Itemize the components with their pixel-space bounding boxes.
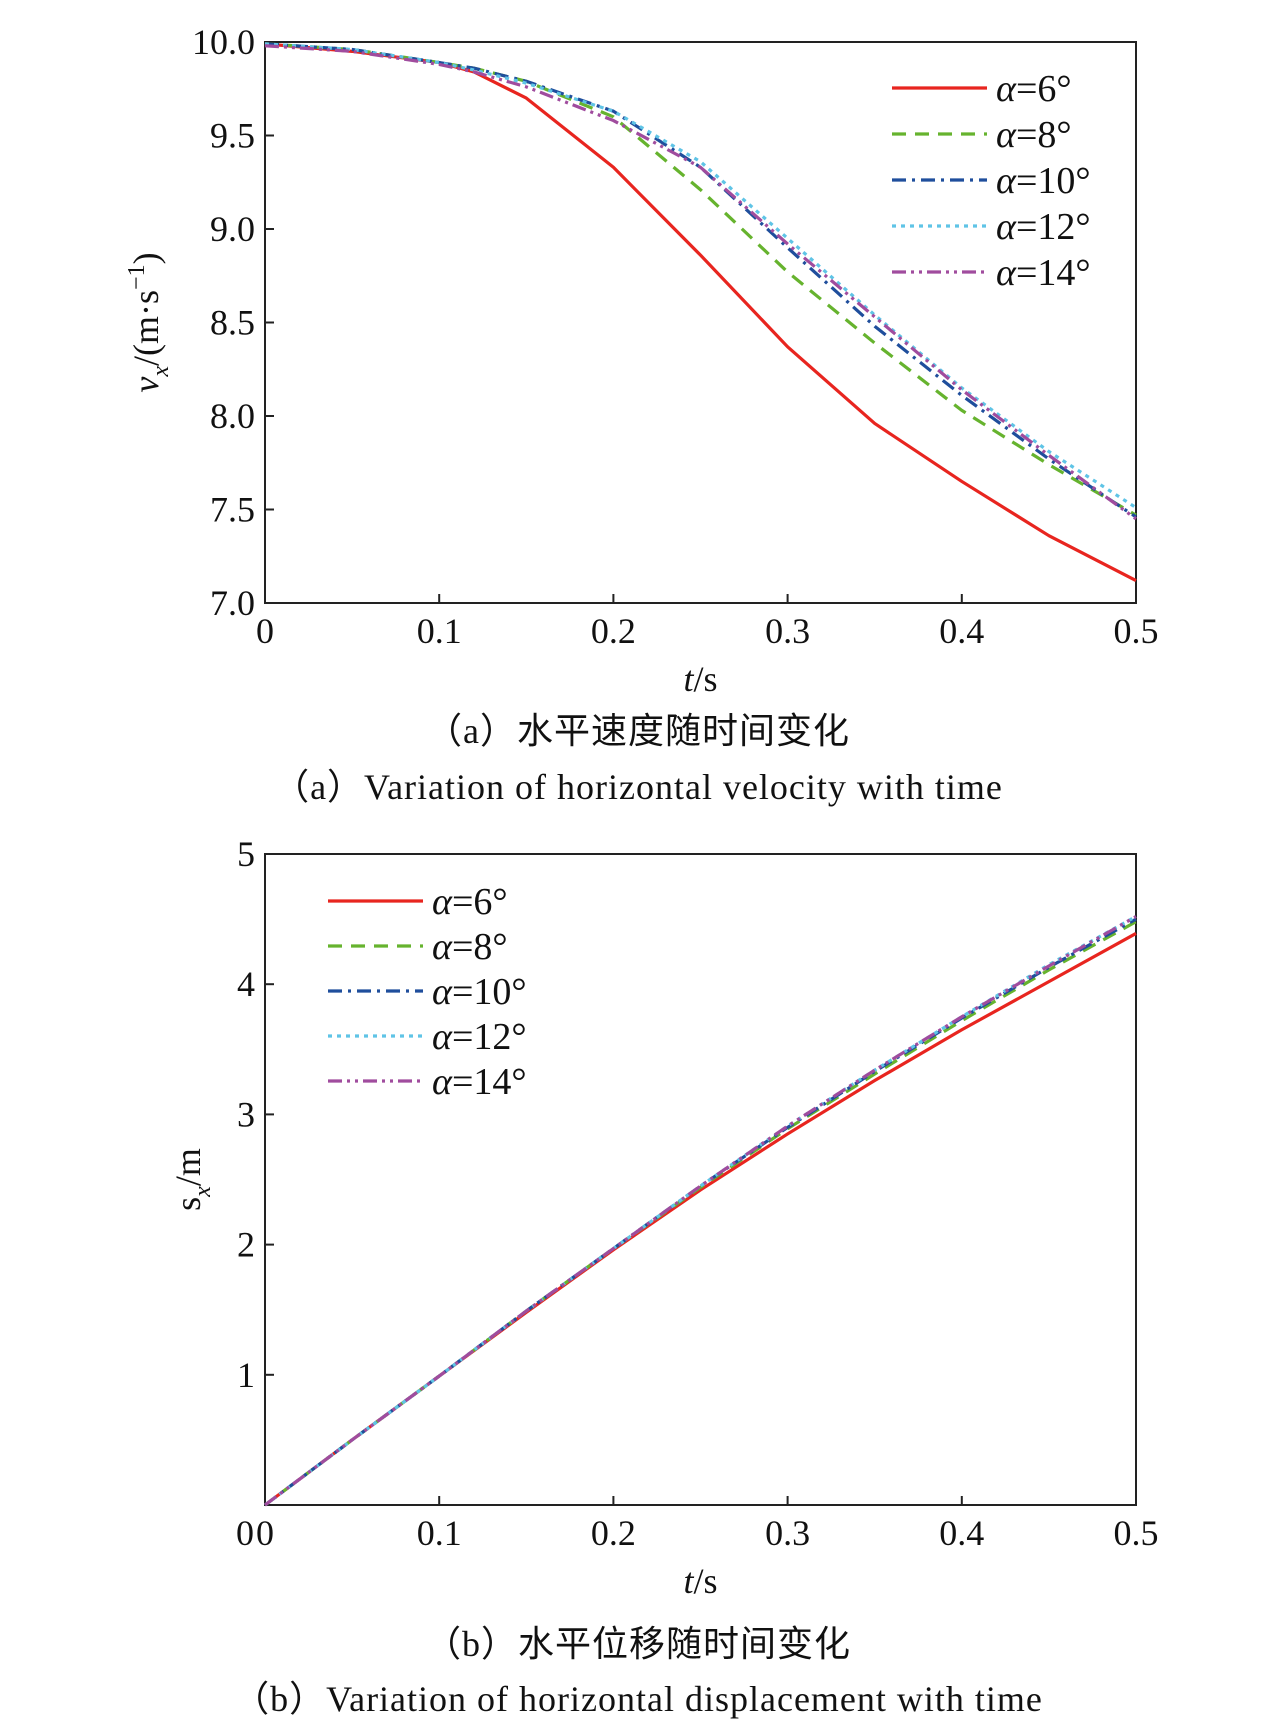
series-line-2 <box>265 922 1136 1505</box>
x-tick-label: 0.2 <box>591 1513 636 1553</box>
legend-symbol: α <box>996 206 1017 248</box>
legend-symbol: α <box>996 68 1017 110</box>
legend-label: α=6° <box>996 68 1072 110</box>
velocity-chart-panel: 0 0.1 0.2 0.3 0.4 0.5 7.0 7.5 8.0 8.5 9.0 9.5 10.0 t/… <box>0 0 1276 820</box>
velocity-chart: 0 0.1 0.2 0.3 0.4 0.5 7.0 7.5 8.0 8.5 9.0 9.5 10.0 t/… <box>0 0 1276 720</box>
x-tick-label: 0.1 <box>417 611 462 651</box>
y-axis-unit: /m <box>168 1148 208 1186</box>
x-tick-label: 0.5 <box>1114 611 1159 651</box>
y-tick-label: 1 <box>237 1355 255 1395</box>
y-axis-variable: v <box>126 377 166 393</box>
legend-value: =14° <box>452 1061 527 1103</box>
y-tick-label: 8.0 <box>210 396 255 436</box>
legend-symbol: α <box>432 1061 453 1103</box>
legend-label: α=8° <box>996 114 1072 156</box>
x-tick-label: 0.2 <box>591 611 636 651</box>
legend-value: =6° <box>452 881 508 923</box>
x-tick-label: 0.4 <box>939 1513 984 1553</box>
legend-label: α=10° <box>996 160 1091 202</box>
legend-label: α=14° <box>996 252 1091 294</box>
y-axis-variable: s <box>168 1197 208 1211</box>
legend-value: =12° <box>452 1016 527 1058</box>
x-tick-label: 0.1 <box>417 1513 462 1553</box>
legend-label: α=12° <box>432 1016 527 1058</box>
legend-symbol: α <box>432 926 453 968</box>
y-axis-label-text: sx/m <box>168 1148 216 1211</box>
legend-symbol: α <box>996 252 1017 294</box>
x-tick-label: 0.3 <box>765 1513 810 1553</box>
legend-symbol: α <box>432 881 453 923</box>
y-axis-exponent: −1 <box>124 264 150 290</box>
y-axis-subscript: x <box>190 1186 216 1198</box>
x-tick-label: 0.5 <box>1114 1513 1159 1553</box>
legend-symbol: α <box>996 114 1017 156</box>
x-axis-label: t/s <box>683 1561 717 1601</box>
legend-symbol: α <box>432 971 453 1013</box>
legend-label: α=8° <box>432 926 508 968</box>
velocity-caption-cn: （a）水平速度随时间变化 <box>0 702 1276 754</box>
legend-label: α=12° <box>996 206 1091 248</box>
y-axis-subscript: x <box>148 366 174 378</box>
x-tick-label: 0 <box>256 611 274 651</box>
y-axis-label-text: vx/(m·s−1) <box>124 252 174 392</box>
y-tick-label: 3 <box>237 1094 255 1134</box>
x-tick-label: 0 <box>256 1513 274 1553</box>
x-axis-label: t/s <box>683 659 717 699</box>
y-tick-label: 8.5 <box>210 303 255 343</box>
origin-label: 0 <box>236 1513 254 1553</box>
y-tick-label: 7.5 <box>210 490 255 530</box>
legend-value: =14° <box>1016 252 1091 294</box>
legend-value: =8° <box>452 926 508 968</box>
legend-label: α=14° <box>432 1061 527 1103</box>
series-line-1 <box>265 933 1136 1505</box>
velocity-caption-en: （a）Variation of horizontal velocity with… <box>0 758 1276 810</box>
legend-value: =8° <box>1016 114 1072 156</box>
legend-value: =10° <box>452 971 527 1013</box>
legend-value: =12° <box>1016 206 1091 248</box>
y-tick-label: 10.0 <box>192 22 255 62</box>
legend-value: =6° <box>1016 68 1072 110</box>
y-tick-label: 7.0 <box>210 583 255 623</box>
legend-symbol: α <box>996 160 1017 202</box>
y-tick-label: 5 <box>237 834 255 874</box>
legend-value: =10° <box>1016 160 1091 202</box>
legend-label: α=10° <box>432 971 527 1013</box>
legend-symbol: α <box>432 1016 453 1058</box>
y-axis-close: ) <box>126 252 166 264</box>
y-axis-label: sx/m <box>168 1148 216 1211</box>
displacement-caption-cn: （b）水平位移随时间变化 <box>0 1615 1276 1667</box>
y-axis-unit: /(m·s <box>126 290 166 366</box>
x-tick-label: 0.3 <box>765 611 810 651</box>
displacement-caption-en: （b）Variation of horizontal displacement … <box>0 1670 1276 1722</box>
x-axis-unit: /s <box>694 1561 718 1601</box>
x-axis-unit: /s <box>694 659 718 699</box>
x-tick-label: 0.4 <box>939 611 984 651</box>
y-axis-label: vx/(m·s−1) <box>124 252 174 392</box>
y-tick-label: 2 <box>237 1225 255 1265</box>
y-tick-label: 9.5 <box>210 116 255 156</box>
y-tick-label: 4 <box>237 964 255 1004</box>
legend-label: α=6° <box>432 881 508 923</box>
y-tick-label: 9.0 <box>210 209 255 249</box>
